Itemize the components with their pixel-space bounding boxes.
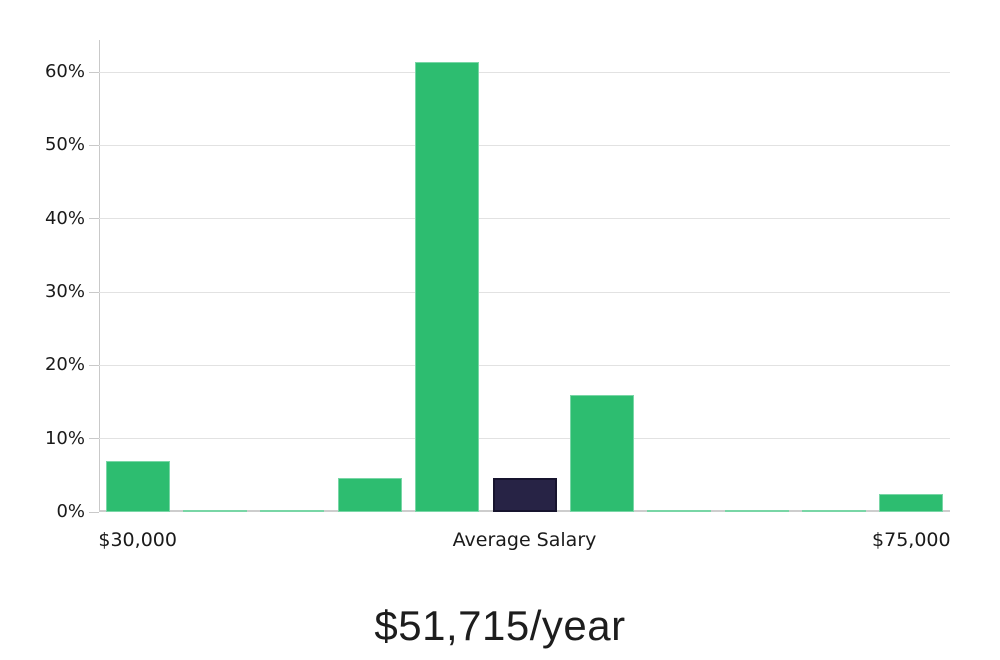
histogram-bar-3 [338, 478, 402, 512]
y-tick-label-50: 50% [44, 134, 85, 156]
gridline-30 [99, 291, 950, 293]
y-tick-mark-60 [89, 71, 99, 73]
histogram-bar-0 [106, 461, 170, 512]
gridline-50 [99, 144, 950, 146]
plot-area [89, 40, 950, 513]
y-tick-mark-50 [89, 144, 99, 146]
y-tick-label-40: 40% [44, 207, 85, 229]
histogram-bar-10 [879, 494, 943, 512]
gridline-10 [99, 438, 950, 440]
average-salary-title: $51,715/year [374, 602, 626, 649]
x-tick-label-0: $30,000 [98, 529, 177, 551]
y-tick-label-0: 0% [56, 501, 85, 522]
histogram-bar-9 [802, 510, 866, 512]
histogram-bar-4 [415, 62, 479, 512]
y-axis-line [99, 40, 100, 512]
x-tick-label-10: $75,000 [872, 529, 951, 551]
gridline-60 [99, 71, 950, 73]
y-tick-mark-10 [89, 438, 99, 440]
y-tick-label-10: 10% [44, 427, 85, 449]
x-tick-label-5: Average Salary [452, 529, 597, 551]
y-tick-mark-0 [89, 511, 99, 513]
gridline-40 [99, 218, 950, 220]
y-tick-label-60: 60% [44, 61, 85, 83]
histogram-bar-2 [260, 510, 324, 512]
histogram-bar-7 [647, 510, 711, 512]
y-tick-mark-30 [89, 291, 99, 293]
average-salary-bar [493, 478, 557, 512]
y-tick-mark-20 [89, 364, 99, 366]
gridline-20 [99, 364, 950, 366]
y-tick-label-30: 30% [44, 281, 85, 302]
y-tick-mark-40 [89, 218, 99, 220]
histogram-bar-1 [183, 510, 247, 512]
histogram-bar-8 [725, 510, 789, 512]
histogram-bar-6 [570, 395, 634, 512]
y-tick-label-20: 20% [44, 354, 85, 376]
